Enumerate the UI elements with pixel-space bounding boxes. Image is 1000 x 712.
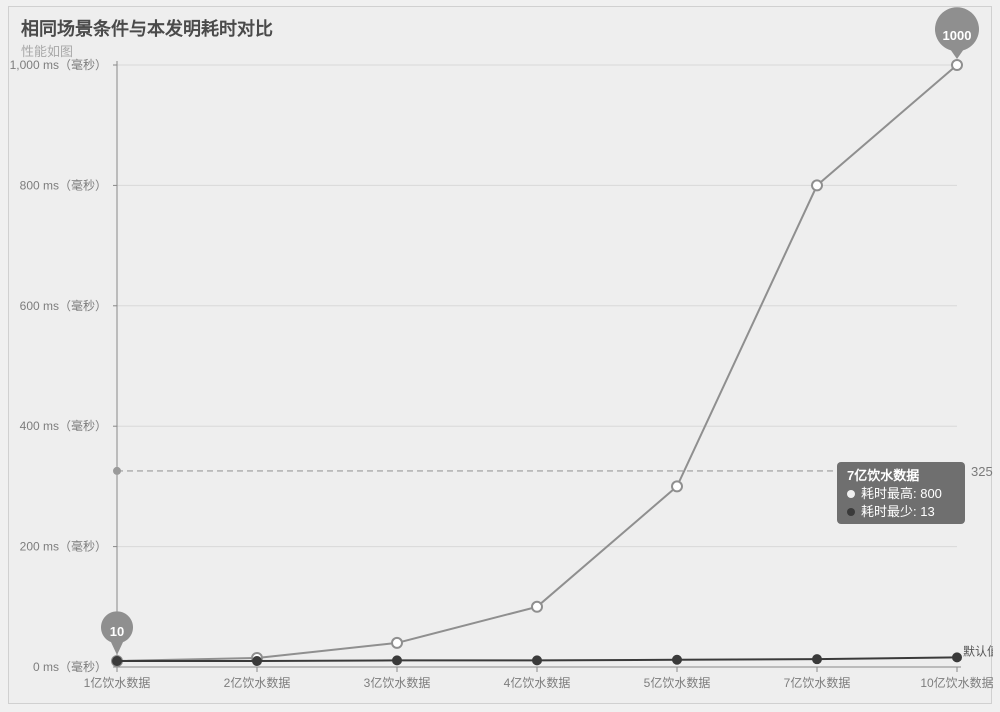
x-tick-label: 10亿饮水数据 — [920, 675, 993, 690]
value-balloon: 10 — [101, 611, 133, 655]
y-tick-label: 1,000 ms（毫秒） — [10, 57, 107, 72]
series-0-marker[interactable] — [532, 602, 542, 612]
svg-text:1000: 1000 — [943, 28, 972, 43]
y-tick-label: 200 ms（毫秒） — [20, 539, 107, 554]
series-1-marker[interactable] — [533, 656, 541, 664]
x-tick-label: 3亿饮水数据 — [364, 675, 431, 690]
x-tick-label: 5亿饮水数据 — [644, 675, 711, 690]
series-0-marker[interactable] — [392, 638, 402, 648]
chart-panel: 相同场景条件与本发明耗时对比 性能如图 0 ms（毫秒）200 ms（毫秒）40… — [8, 6, 992, 704]
svg-text:耗时最高: 800: 耗时最高: 800 — [861, 486, 942, 501]
series-1-marker[interactable] — [393, 656, 401, 664]
avg-line-label: 325.71 — [971, 464, 993, 479]
series-1-marker[interactable] — [673, 656, 681, 664]
series-0-marker[interactable] — [812, 180, 822, 190]
series-1-marker[interactable] — [953, 653, 961, 661]
series-0-marker[interactable] — [952, 60, 962, 70]
x-tick-label: 2亿饮水数据 — [224, 675, 291, 690]
y-tick-label: 400 ms（毫秒） — [20, 418, 107, 433]
x-tick-label: 1亿饮水数据 — [84, 675, 151, 690]
tooltip: 7亿饮水数据耗时最高: 800 耗时最少: 13 — [837, 462, 965, 524]
series-line-0 — [117, 65, 957, 661]
svg-text:耗时最少: 13: 耗时最少: 13 — [861, 504, 935, 519]
series-1-marker[interactable] — [113, 657, 121, 665]
y-tick-label: 0 ms（毫秒） — [33, 659, 107, 674]
avg-line-dot — [113, 467, 121, 475]
svg-text:7亿饮水数据: 7亿饮水数据 — [847, 468, 919, 483]
y-tick-label: 600 ms（毫秒） — [20, 298, 107, 313]
series-end-label: 默认值 — [963, 643, 993, 658]
svg-text:10: 10 — [110, 624, 124, 639]
y-tick-label: 800 ms（毫秒） — [20, 177, 107, 192]
series-0-marker[interactable] — [672, 481, 682, 491]
x-tick-label: 7亿饮水数据 — [784, 675, 851, 690]
value-balloon: 1000 — [935, 7, 979, 59]
x-tick-label: 4亿饮水数据 — [504, 675, 571, 690]
series-1-marker[interactable] — [813, 655, 821, 663]
line-chart: 0 ms（毫秒） 200 ms（毫秒） 400 ms（毫秒） 600 ms（毫秒） 80… — [9, 7, 993, 705]
series-1-marker[interactable] — [253, 657, 261, 665]
